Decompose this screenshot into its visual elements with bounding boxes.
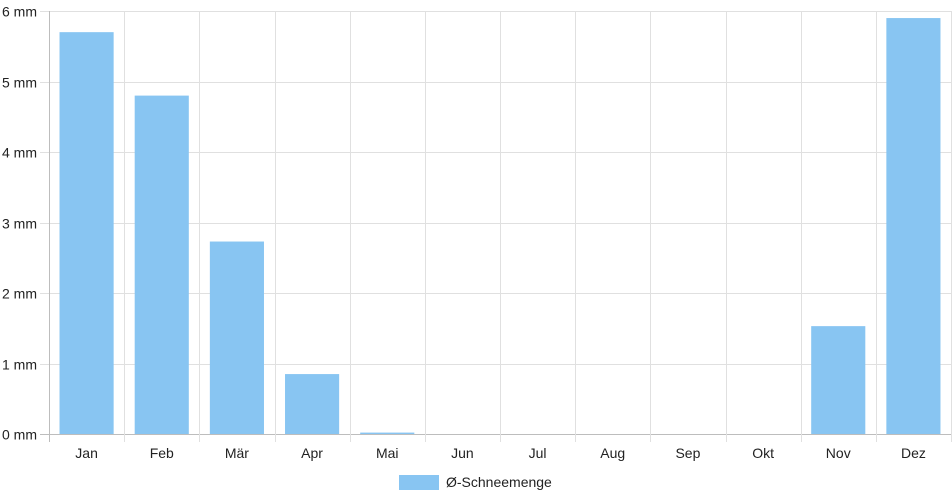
y-tick-label: 2 mm bbox=[2, 286, 37, 302]
legend-swatch bbox=[399, 475, 439, 490]
y-tick-label: 3 mm bbox=[2, 216, 37, 232]
x-tick-label: Apr bbox=[301, 445, 323, 461]
x-tick-label: Okt bbox=[752, 445, 774, 461]
x-tick-label: Feb bbox=[150, 445, 174, 461]
bars-layer bbox=[59, 18, 941, 435]
bar-jan[interactable] bbox=[59, 32, 114, 435]
y-tick-label: 6 mm bbox=[2, 4, 37, 20]
bar-feb[interactable] bbox=[134, 95, 189, 434]
x-tick-label: Dez bbox=[901, 445, 926, 461]
x-tick-label: Mai bbox=[376, 445, 399, 461]
legend-label: Ø-Schneemenge bbox=[446, 474, 552, 490]
y-axis-labels: 0 mm 1 mm 2 mm 3 mm 4 mm 5 mm 6 mm bbox=[2, 4, 37, 443]
grid-layer bbox=[40, 11, 952, 442]
x-tick-label: Jan bbox=[75, 445, 98, 461]
x-axis-labels: Jan Feb Mär Apr Mai Jun Jul Aug Sep Okt Nov Dez bbox=[75, 445, 926, 461]
bar-mär[interactable] bbox=[209, 241, 264, 434]
bar-nov[interactable] bbox=[811, 326, 866, 434]
y-tick-label: 1 mm bbox=[2, 357, 37, 373]
y-tick-label: 5 mm bbox=[2, 75, 37, 91]
bar-mai[interactable] bbox=[360, 432, 415, 434]
legend[interactable]: Ø-Schneemenge bbox=[399, 474, 552, 490]
bar-apr[interactable] bbox=[285, 374, 340, 434]
x-tick-label: Jul bbox=[529, 445, 547, 461]
y-tick-label: 4 mm bbox=[2, 145, 37, 161]
x-tick-label: Aug bbox=[600, 445, 625, 461]
x-tick-label: Sep bbox=[675, 445, 700, 461]
x-tick-label: Jun bbox=[451, 445, 474, 461]
x-tick-label: Mär bbox=[225, 445, 249, 461]
bar-dez[interactable] bbox=[886, 18, 941, 435]
x-tick-label: Nov bbox=[826, 445, 851, 461]
y-tick-label: 0 mm bbox=[2, 427, 37, 443]
